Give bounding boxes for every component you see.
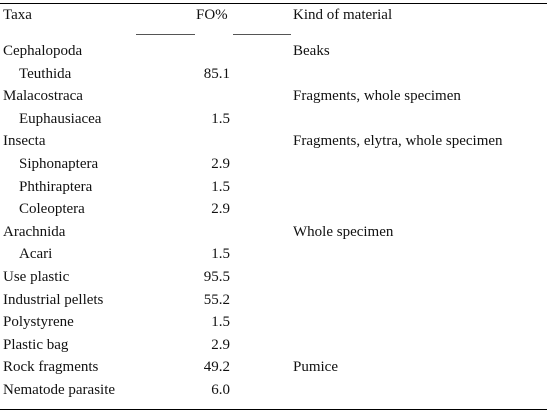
cell-fo-percent: 2.9 — [211, 201, 230, 218]
table-row: Phthiraptera 1.5 — [0, 176, 547, 199]
cell-taxon: Polystyrene — [3, 314, 74, 331]
table-row: Teuthida 85.1 — [0, 63, 547, 86]
cell-taxon: Use plastic — [3, 268, 70, 285]
cell-fo-percent: 2.9 — [211, 336, 230, 353]
cell-taxon: Cephalopoda — [3, 43, 83, 59]
cell-kind-of-material: Whole specimen — [293, 223, 394, 240]
table-row: Nematode parasite 6.0 — [0, 379, 547, 402]
cell-fo-percent: 1.5 — [211, 246, 230, 263]
table-row: Polystyrene 1.5 — [0, 311, 547, 334]
header-underline-left — [136, 34, 195, 35]
cell-fo-percent: 6.0 — [211, 381, 230, 398]
table-row: Rock fragments 49.2 Pumice — [0, 356, 547, 379]
cell-fo-percent: 1.5 — [211, 110, 230, 127]
cell-taxon: Arachnida — [3, 223, 66, 240]
cell-kind-of-material: Fragments, whole specimen — [293, 88, 461, 105]
table-row: Acari 1.5 — [0, 243, 547, 266]
cell-taxon: Teuthida — [19, 65, 72, 82]
cell-taxon: Rock fragments — [3, 359, 99, 376]
table-row: Coleoptera 2.9 — [0, 198, 547, 221]
cell-fo-percent: 1.5 — [211, 314, 230, 331]
table-row: Malacostraca Fragments, whole specimen — [0, 85, 547, 108]
cell-kind-of-material: Fragments, elytra, whole specimen — [293, 133, 503, 150]
table-row: Industrial pellets 55.2 — [0, 289, 547, 312]
table-row: Cephalopoda Beaks — [0, 40, 547, 63]
cell-taxon: Siphonaptera — [19, 155, 99, 172]
cell-fo-percent: 2.9 — [211, 155, 230, 172]
cell-fo-percent: 1.5 — [211, 178, 230, 195]
table-row: Arachnida Whole specimen — [0, 221, 547, 244]
header-fo-percent: FO% — [196, 7, 228, 23]
cell-kind-of-material: Pumice — [293, 359, 338, 376]
cell-fo-percent: 49.2 — [203, 359, 230, 376]
cell-kind-of-material: Beaks — [293, 43, 330, 59]
header-kind-of-material: Kind of material — [293, 7, 393, 23]
cell-taxon: Phthiraptera — [19, 178, 93, 195]
cell-taxon: Nematode parasite — [3, 381, 116, 398]
table-row: Plastic bag 2.9 — [0, 334, 547, 357]
cell-taxon: Industrial pellets — [3, 291, 104, 308]
table-body: Cephalopoda Beaks Teuthida 85.1 Malacostraca… — [0, 40, 547, 402]
cell-taxon: Coleoptera — [19, 201, 85, 218]
table-row: Use plastic 95.5 — [0, 266, 547, 289]
table-row: Insecta Fragments, elytra, whole specimen — [0, 130, 547, 153]
header-taxa: Taxa — [3, 7, 32, 23]
table-row: Siphonaptera 2.9 — [0, 153, 547, 176]
cell-taxon: Euphausiacea — [19, 110, 102, 127]
cell-fo-percent: 55.2 — [203, 291, 230, 308]
cell-taxon: Acari — [19, 246, 53, 263]
cell-fo-percent: 95.5 — [203, 268, 230, 285]
cell-taxon: Malacostraca — [3, 88, 83, 105]
top-rule — [0, 3, 547, 4]
header-underline-right — [233, 34, 291, 35]
table-row: Euphausiacea 1.5 — [0, 108, 547, 131]
cell-taxon: Plastic bag — [3, 336, 69, 353]
cell-fo-percent: 85.1 — [203, 65, 230, 82]
cell-taxon: Insecta — [3, 133, 46, 150]
bottom-rule — [0, 409, 547, 410]
